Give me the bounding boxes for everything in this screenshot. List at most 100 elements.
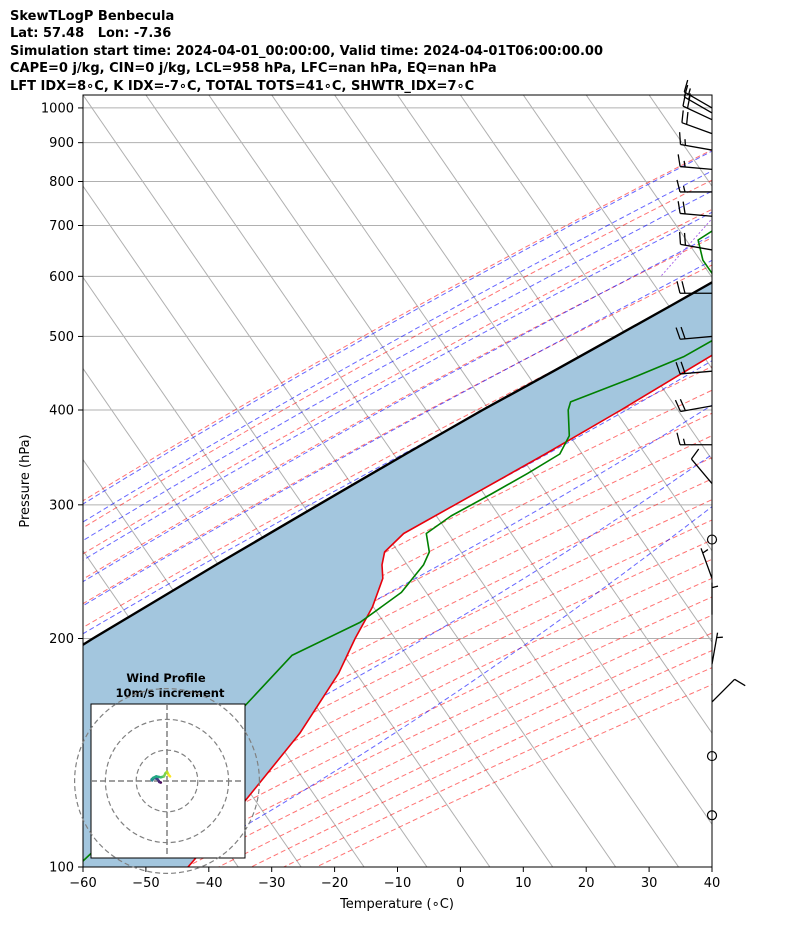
y-tick-label: 200 <box>49 632 74 647</box>
isotherm-line <box>459 95 712 461</box>
barb-flag-full <box>679 399 687 411</box>
barb-shaft <box>680 243 713 251</box>
barb-flag-full <box>676 281 681 294</box>
barb-shaft <box>700 548 713 579</box>
x-tick-label: −60 <box>69 876 96 891</box>
x-tick-label: −30 <box>258 876 285 891</box>
barb-shaft <box>680 143 713 151</box>
barb-flag-full <box>734 678 746 687</box>
wind-barb <box>675 326 713 340</box>
dry-adiabat <box>83 412 712 738</box>
x-tick-label: 0 <box>456 876 464 891</box>
barb-flag-half <box>682 185 686 193</box>
wind-barb <box>678 232 713 251</box>
x-tick-label: 30 <box>641 876 658 891</box>
barb-flag-full <box>683 232 687 246</box>
barb-shaft <box>680 335 713 340</box>
x-tick-label: −20 <box>321 876 348 891</box>
stability-parameters: CAPE=0 j/kg, CIN=0 j/kg, LCL=958 hPa, LF… <box>10 61 497 77</box>
y-tick-label: 800 <box>49 175 74 190</box>
dry-adiabat <box>83 478 712 798</box>
temperature-profile-line <box>187 354 712 867</box>
hodograph-inset: Wind Profile 10m/s increment <box>73 671 261 874</box>
barb-shaft <box>690 458 713 484</box>
barb-flag-full <box>675 327 681 340</box>
wind-barb <box>675 361 713 375</box>
wind-barb-calm <box>706 810 718 821</box>
wind-barb-calm <box>706 750 718 762</box>
moist-adiabat <box>83 288 712 635</box>
x-tick-label: 40 <box>704 876 721 891</box>
barb-flag-full <box>676 179 681 193</box>
isotherm-line <box>711 95 712 96</box>
moist-adiabat <box>83 150 712 505</box>
station-coordinates: Lat: 57.48 Lon: -7.36 <box>10 26 172 42</box>
barb-flag-full <box>681 281 686 294</box>
barb-flag-full <box>681 110 684 123</box>
barb-shaft <box>680 405 713 413</box>
y-tick-label: 1000 <box>41 101 74 116</box>
isotherm-line <box>522 95 712 370</box>
barb-flag-half <box>702 549 709 554</box>
isotherm-line <box>83 185 554 867</box>
simulation-times: Simulation start time: 2024-04-01_00:00:… <box>10 43 603 59</box>
hodograph-trace-segment <box>167 773 172 778</box>
barb-flag-full <box>680 326 686 339</box>
isotherm-line <box>271 95 712 734</box>
y-tick-label: 100 <box>49 861 74 876</box>
stability-indices: LFT IDX=8∘C, K IDX=-7∘C, TOTAL TOTS=41∘C… <box>10 78 475 94</box>
isotherm-line <box>648 95 712 188</box>
wind-barb <box>676 179 712 193</box>
isotherm-line <box>585 95 712 279</box>
barb-shaft <box>682 105 713 121</box>
x-axis-label: Temperature (∘C) <box>339 897 454 912</box>
barb-flag-full <box>686 95 691 109</box>
barb-flag-full <box>680 361 686 374</box>
moist-adiabat <box>83 404 712 762</box>
wind-barb <box>682 93 713 121</box>
isotherm-line <box>83 95 617 867</box>
moist-adiabat <box>83 170 712 523</box>
barb-flag-full <box>685 112 689 125</box>
y-axis-label: Pressure (hPa) <box>18 434 33 527</box>
isotherm-line <box>334 95 712 643</box>
barb-flag-half <box>683 160 686 168</box>
moist-adiabat <box>83 211 712 561</box>
barb-shaft <box>711 678 736 703</box>
x-tick-label: 20 <box>578 876 595 891</box>
barb-flag-half <box>682 438 686 445</box>
barb-flag-full <box>682 201 686 214</box>
barb-flag-full <box>678 232 682 245</box>
barb-shaft <box>681 122 713 135</box>
dry-adiabat <box>83 519 712 835</box>
wind-barb <box>711 632 723 665</box>
wind-barb <box>700 548 713 579</box>
barb-shaft <box>680 370 713 375</box>
barb-flag-full <box>683 79 689 93</box>
wind-barb <box>674 399 713 413</box>
dry-adiabat <box>83 539 712 853</box>
dewpoint-profile-line <box>83 230 712 863</box>
parcel-profile-line <box>83 280 712 647</box>
wind-barb <box>676 432 712 446</box>
wind-barb <box>711 582 719 615</box>
isotherm-line <box>83 367 428 867</box>
barb-flag-full <box>690 448 700 460</box>
hodograph-title: Wind Profile <box>126 671 206 685</box>
chart-header: SkewTLogP Benbecula Lat: 57.48 Lon: -7.36… <box>10 8 603 95</box>
wind-barb-calm <box>706 534 718 545</box>
barb-flag-full <box>676 432 681 445</box>
barb-flag-full <box>677 154 681 167</box>
y-tick-label: 500 <box>49 330 74 345</box>
y-tick-label: 400 <box>49 403 74 418</box>
barb-flag-full <box>682 93 686 107</box>
moist-adiabat <box>83 190 712 542</box>
moist-adiabat <box>83 259 712 607</box>
barb-flag-full <box>677 201 681 214</box>
plot-axes: −60 −50 −40 −30 −20 −10 0 10 20 30 40 100 200 300 400 5… <box>41 101 720 891</box>
barb-flag-half <box>711 585 719 589</box>
x-tick-label: −50 <box>132 876 159 891</box>
barb-flag-full <box>675 362 681 375</box>
barb-flag-full <box>678 132 682 145</box>
